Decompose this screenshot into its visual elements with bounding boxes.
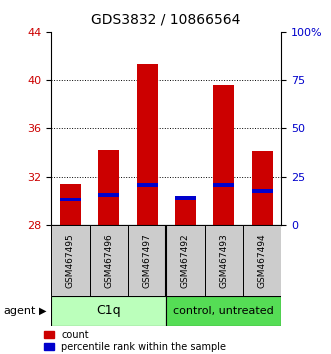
Bar (128, 225, 166, 296)
Text: GDS3832 / 10866564: GDS3832 / 10866564 (91, 12, 240, 27)
Text: GSM467494: GSM467494 (258, 233, 267, 287)
Bar (252, 151, 273, 225)
Bar (243, 225, 281, 296)
Bar (98, 150, 119, 225)
Text: ▶: ▶ (39, 306, 47, 316)
Bar (51, 296, 166, 326)
Bar (205, 225, 243, 296)
Bar (137, 64, 158, 225)
Text: GSM467496: GSM467496 (104, 233, 113, 287)
Legend: count, percentile rank within the sample: count, percentile rank within the sample (43, 329, 227, 353)
Bar (60, 184, 81, 225)
Text: agent: agent (3, 306, 36, 316)
Bar (137, 183, 158, 187)
Text: C1q: C1q (97, 304, 121, 317)
Text: GSM467497: GSM467497 (143, 233, 152, 287)
Bar (98, 193, 119, 196)
Bar (175, 196, 196, 200)
Bar (213, 85, 234, 225)
Text: GSM467492: GSM467492 (181, 233, 190, 287)
Bar (166, 296, 281, 326)
Text: GSM467495: GSM467495 (66, 233, 75, 287)
Text: control, untreated: control, untreated (173, 306, 274, 316)
Bar (90, 225, 128, 296)
Text: GSM467493: GSM467493 (219, 233, 228, 287)
Bar (51, 225, 90, 296)
Bar (60, 198, 81, 201)
Bar (213, 183, 234, 187)
Bar (252, 189, 273, 193)
Bar (166, 225, 205, 296)
Bar (175, 197, 196, 225)
